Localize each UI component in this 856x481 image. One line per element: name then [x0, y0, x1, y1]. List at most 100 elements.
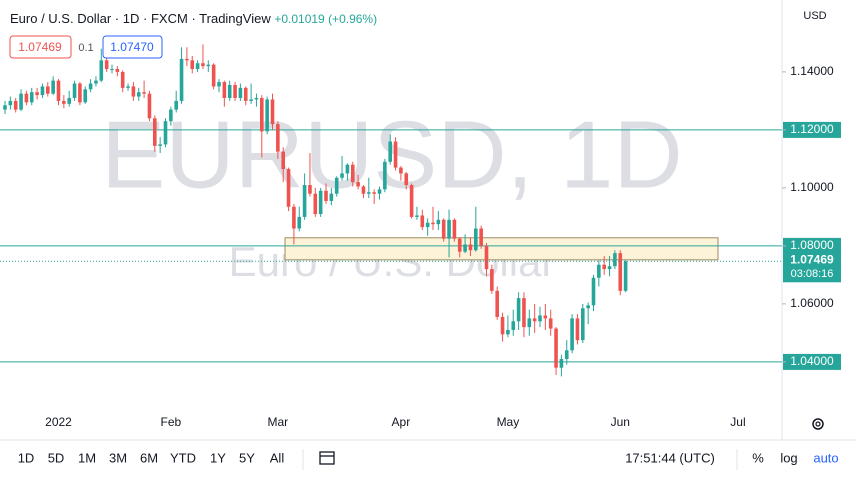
- candle-body: [393, 141, 398, 168]
- candle-body: [29, 92, 34, 103]
- candle-body: [174, 100, 178, 110]
- candle-body: [436, 219, 441, 225]
- candle-body: [522, 298, 526, 328]
- candle-body: [206, 64, 211, 67]
- candle-body: [297, 216, 302, 229]
- candle-body: [452, 219, 457, 239]
- percent-toggle[interactable]: %: [752, 450, 764, 465]
- calendar-icon[interactable]: [319, 451, 335, 465]
- candle-body: [292, 206, 296, 229]
- candle-body: [463, 244, 467, 252]
- candle-body: [131, 86, 136, 97]
- candle-body: [361, 186, 366, 194]
- range-button[interactable]: 1M: [78, 450, 96, 465]
- separator: ·: [115, 11, 119, 26]
- candle-body: [169, 109, 173, 122]
- auto-toggle[interactable]: auto: [813, 450, 838, 465]
- range-button[interactable]: 6M: [140, 450, 158, 465]
- candle-body: [350, 164, 355, 183]
- candle-body: [345, 164, 350, 174]
- candle-body: [479, 228, 483, 246]
- price-line-label-box: [783, 353, 841, 370]
- candle-body: [495, 290, 499, 317]
- candle-body: [308, 185, 312, 194]
- range-button[interactable]: 5Y: [239, 450, 255, 465]
- y-tick-label: 1.06000: [790, 296, 834, 310]
- x-tick-label: Jul: [730, 415, 745, 429]
- change: +0.01019 (+0.96%): [274, 12, 377, 26]
- candle-body: [356, 182, 360, 187]
- candle-body: [613, 253, 617, 267]
- settings-icon[interactable]: [812, 418, 824, 430]
- candle-body: [399, 167, 403, 174]
- x-tick-label: May: [497, 415, 520, 429]
- candle-body: [318, 190, 323, 215]
- range-button[interactable]: 5D: [48, 450, 65, 465]
- sell-price[interactable]: 1.07469: [18, 40, 62, 54]
- candle-body: [490, 269, 494, 291]
- log-toggle[interactable]: log: [780, 450, 797, 465]
- interval: 1D: [123, 11, 140, 26]
- source: TradingView: [199, 11, 271, 26]
- spread: 0.1: [78, 42, 93, 54]
- candle-body: [227, 84, 232, 99]
- candle-body: [110, 69, 114, 71]
- candle-body: [243, 87, 248, 101]
- candle-body: [136, 92, 141, 97]
- candle-body: [104, 60, 109, 70]
- candle-body: [286, 169, 291, 207]
- sell-box[interactable]: [9, 35, 72, 59]
- y-tick-label: 1.08000: [790, 238, 834, 252]
- range-button[interactable]: YTD: [170, 450, 196, 465]
- gear[interactable]: [812, 418, 824, 430]
- buy-box[interactable]: [102, 35, 163, 59]
- candle-body: [35, 92, 39, 96]
- range-button[interactable]: 3M: [109, 450, 127, 465]
- last-price-label: 1.07469: [790, 252, 834, 266]
- candle-body: [383, 161, 387, 190]
- title-line: Euro / U.S. Dollar · 1D · FXCM · Trading…: [10, 11, 377, 26]
- range-button[interactable]: All: [270, 450, 285, 465]
- candle-body: [324, 190, 328, 201]
- legend: 1.07469 0.1 1.07470 Euro / U.S. Dollar ·…: [9, 11, 377, 59]
- candle-body: [591, 277, 596, 306]
- x-tick-label: Apr: [392, 415, 411, 429]
- candle-body: [538, 315, 542, 322]
- candle-body: [484, 245, 489, 270]
- candle-body: [457, 238, 462, 252]
- candle-body: [201, 63, 205, 67]
- candle-body: [40, 86, 45, 96]
- candle-body: [340, 173, 344, 178]
- candle-body: [78, 83, 82, 103]
- candle-body: [46, 86, 50, 94]
- exchange: FXCM: [151, 11, 188, 26]
- range-button[interactable]: 1Y: [210, 450, 226, 465]
- zone: [284, 237, 719, 261]
- candle-body: [532, 318, 537, 322]
- candle-body: [126, 86, 130, 88]
- price-line-label-box: [783, 237, 841, 254]
- candle-body: [217, 82, 221, 87]
- range-button[interactable]: 1D: [18, 450, 35, 465]
- candle-body: [543, 315, 548, 319]
- candle-body: [409, 185, 414, 217]
- candle-body: [88, 83, 93, 90]
- candle-body: [302, 185, 307, 217]
- candle-body: [554, 328, 558, 368]
- candle-body: [511, 321, 516, 330]
- compare-icon[interactable]: [319, 451, 335, 465]
- candle-body: [313, 193, 318, 215]
- candle-body: [163, 121, 168, 145]
- gear-center[interactable]: [815, 421, 821, 427]
- candle-body: [3, 105, 7, 110]
- candle-body: [153, 118, 157, 146]
- candle-body: [597, 264, 601, 278]
- candle-body: [67, 98, 71, 104]
- candle-body: [281, 151, 285, 170]
- candle-body: [238, 87, 243, 99]
- candle-body: [270, 99, 275, 125]
- buy-price[interactable]: 1.07470: [110, 40, 154, 54]
- candle-body: [367, 192, 371, 194]
- separator: ·: [191, 11, 195, 26]
